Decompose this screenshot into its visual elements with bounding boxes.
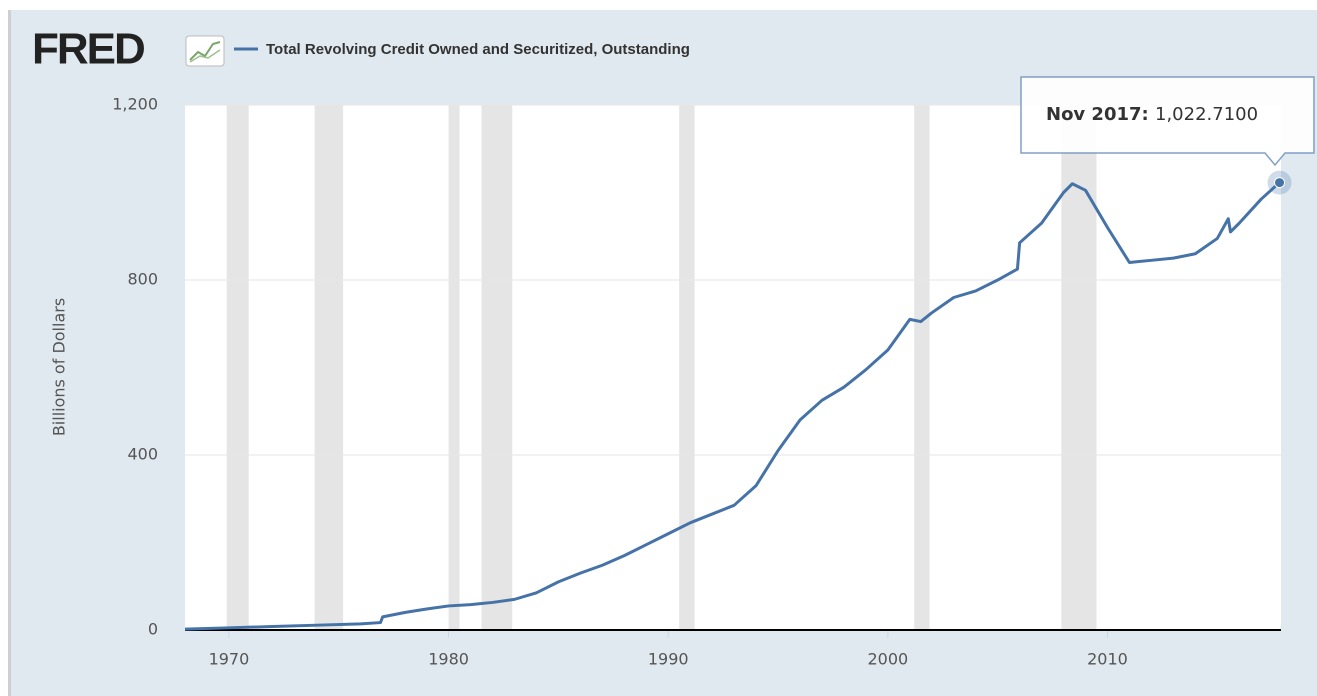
recession-band bbox=[1061, 105, 1097, 630]
x-tick-label: 2010 bbox=[1087, 650, 1128, 669]
left-border bbox=[8, 10, 11, 696]
x-tick-label: 1980 bbox=[428, 650, 469, 669]
top-strip bbox=[0, 0, 1317, 10]
x-tick-label: 2000 bbox=[867, 650, 908, 669]
tooltip-date: Nov 2017 bbox=[1046, 104, 1142, 125]
x-tick-label: 1990 bbox=[648, 650, 689, 669]
tooltip-point bbox=[1274, 177, 1286, 189]
tooltip-separator: : bbox=[1142, 104, 1155, 125]
tooltip-text: Nov 2017: 1,022.7100 bbox=[1046, 104, 1258, 125]
tooltip-value: 1,022.7100 bbox=[1155, 104, 1258, 125]
recession-band bbox=[226, 105, 249, 630]
recession-band bbox=[679, 105, 695, 630]
logo: FRED bbox=[32, 25, 144, 74]
recession-band bbox=[448, 105, 460, 630]
recession-band bbox=[314, 105, 344, 630]
recession-band bbox=[481, 105, 513, 630]
plot-area bbox=[185, 105, 1281, 630]
y-axis-label: Billions of Dollars bbox=[50, 298, 69, 436]
tooltip-box bbox=[1020, 76, 1315, 167]
recession-band bbox=[914, 105, 930, 630]
x-tick-label: 1970 bbox=[209, 650, 250, 669]
y-tick-label: 0 bbox=[148, 620, 158, 639]
y-tick-label: 400 bbox=[127, 445, 158, 464]
y-tick-label: 800 bbox=[127, 270, 158, 289]
y-tick-label: 1,200 bbox=[112, 95, 158, 114]
logo-icon bbox=[185, 35, 225, 67]
legend-entry: Total Revolving Credit Owned and Securit… bbox=[266, 41, 690, 58]
data-line bbox=[184, 181, 1281, 631]
